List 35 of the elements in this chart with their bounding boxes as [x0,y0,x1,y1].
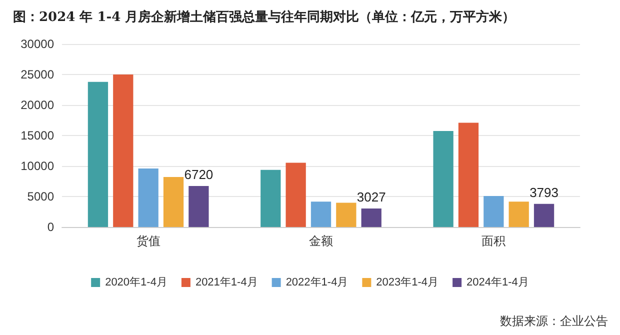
legend-label: 2023年1-4月 [376,276,439,288]
x-tick-label: 货值 [136,234,160,248]
bar [286,162,306,227]
legend-label: 2024年1-4月 [466,276,529,288]
data-label: 3793 [530,184,558,200]
y-tick-label: 5000 [27,190,54,204]
y-tick-label: 20000 [20,98,54,112]
bar [188,186,209,227]
bar [88,82,108,227]
bar [433,131,454,227]
legend-label: 2021年1-4月 [195,276,258,288]
bar [484,196,504,227]
bar [361,208,382,227]
bar [508,202,529,227]
bar [260,170,281,227]
bar [138,168,158,227]
source-note: 数据来源：企业公告 [500,314,608,328]
y-tick-label: 25000 [20,68,54,82]
bar [163,177,184,227]
data-label: 6720 [184,167,214,182]
legend-label: 2022年1-4月 [286,276,348,288]
chart-title: 图：2024 年 1-4 月房企新增土储百强总量与往年同期对比（单位：亿元，万平方米） [13,9,516,25]
bar [336,202,356,227]
legend-label: 2020年1-4月 [105,276,168,288]
y-tick-label: 0 [47,220,54,234]
y-tick-label: 30000 [20,37,54,51]
y-tick-label: 10000 [20,159,54,173]
y-tick-label: 15000 [20,128,54,142]
bar [310,202,332,227]
bar [458,122,479,227]
x-tick-label: 面积 [482,234,506,248]
bar [113,74,134,227]
x-tick-label: 金额 [309,234,333,248]
bar [534,204,554,227]
data-label: 3027 [356,190,386,205]
